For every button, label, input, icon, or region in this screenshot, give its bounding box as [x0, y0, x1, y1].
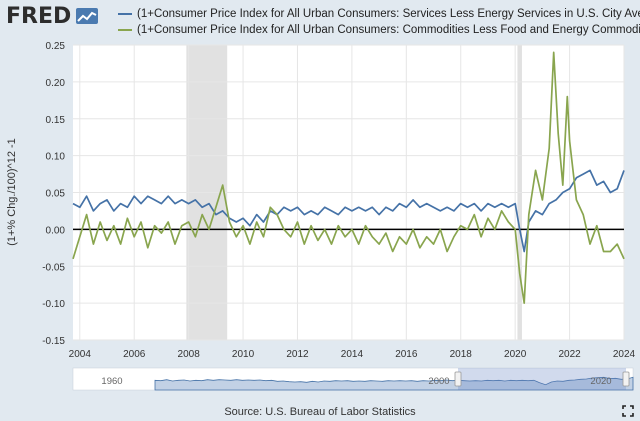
- x-axis-ticks: 2004 2006 2008 2010 2012 2014 2016 2018 2020 2022…: [69, 349, 636, 360]
- y-tick-label-3: 0.00: [46, 225, 66, 236]
- range-navigator[interactable]: 1960 2000 2020: [72, 367, 634, 391]
- x-tick-label-3: 2010: [232, 349, 255, 360]
- y-tick-label-6: 0.15: [46, 115, 66, 126]
- grid: [73, 44, 625, 341]
- navigator-selected-range: [458, 368, 626, 390]
- x-tick-label-4: 2012: [286, 349, 309, 360]
- y-tick-label-2: -0.05: [42, 262, 65, 273]
- navigator-handle-right[interactable]: [622, 371, 630, 387]
- y-tick-label-8: 0.25: [46, 41, 66, 52]
- y-tick-label-0: -0.15: [42, 336, 65, 347]
- navigator-label-2000: 2000: [428, 376, 449, 387]
- fred-logo-text: FRED: [6, 4, 72, 29]
- legend-item-series-1[interactable]: (1+Consumer Price Index for All Urban Co…: [118, 6, 640, 22]
- series-line-2: [72, 51, 625, 304]
- navigator-label-1960: 1960: [101, 376, 122, 387]
- legend-swatch-series-1: [118, 13, 132, 15]
- fullscreen-icon[interactable]: [622, 405, 634, 417]
- x-tick-label-6: 2016: [395, 349, 418, 360]
- series-line-1: [72, 169, 625, 253]
- y-axis-label: (1+% Chg./100)^12 -1: [6, 138, 18, 246]
- navigator-label-2020: 2020: [590, 376, 611, 387]
- x-tick-label-10: 2024: [613, 349, 636, 360]
- navigator-area: [154, 376, 634, 391]
- y-tick-label-5: 0.10: [46, 152, 66, 163]
- x-tick-label-0: 2004: [69, 349, 92, 360]
- navigator-handle-left[interactable]: [454, 371, 462, 387]
- legend-item-series-2[interactable]: (1+Consumer Price Index for All Urban Co…: [118, 22, 640, 38]
- legend-swatch-series-2: [118, 29, 132, 31]
- x-tick-label-5: 2014: [341, 349, 364, 360]
- x-tick-label-7: 2018: [450, 349, 473, 360]
- fred-logo[interactable]: FRED: [6, 4, 98, 29]
- x-tick-label-2: 2008: [178, 349, 201, 360]
- x-tick-label-9: 2022: [558, 349, 581, 360]
- y-tick-label-4: 0.05: [46, 189, 66, 200]
- x-tick-label-8: 2020: [504, 349, 527, 360]
- chart-legend: (1+Consumer Price Index for All Urban Co…: [118, 6, 640, 38]
- chart-line-icon: [75, 8, 98, 24]
- legend-label-series-2: (1+Consumer Price Index for All Urban Co…: [137, 24, 640, 36]
- x-tick-label-1: 2006: [123, 349, 146, 360]
- source-note: Source: U.S. Bureau of Labor Statistics: [224, 406, 416, 418]
- y-axis-ticks: -0.15 -0.10 -0.05 0.00 0.05 0.10 0.15 0.20 0.25: [42, 41, 65, 347]
- y-tick-label-7: 0.20: [46, 78, 66, 89]
- y-tick-label-1: -0.10: [42, 299, 65, 310]
- series-lines: [72, 51, 625, 304]
- legend-label-series-1: (1+Consumer Price Index for All Urban Co…: [137, 8, 640, 20]
